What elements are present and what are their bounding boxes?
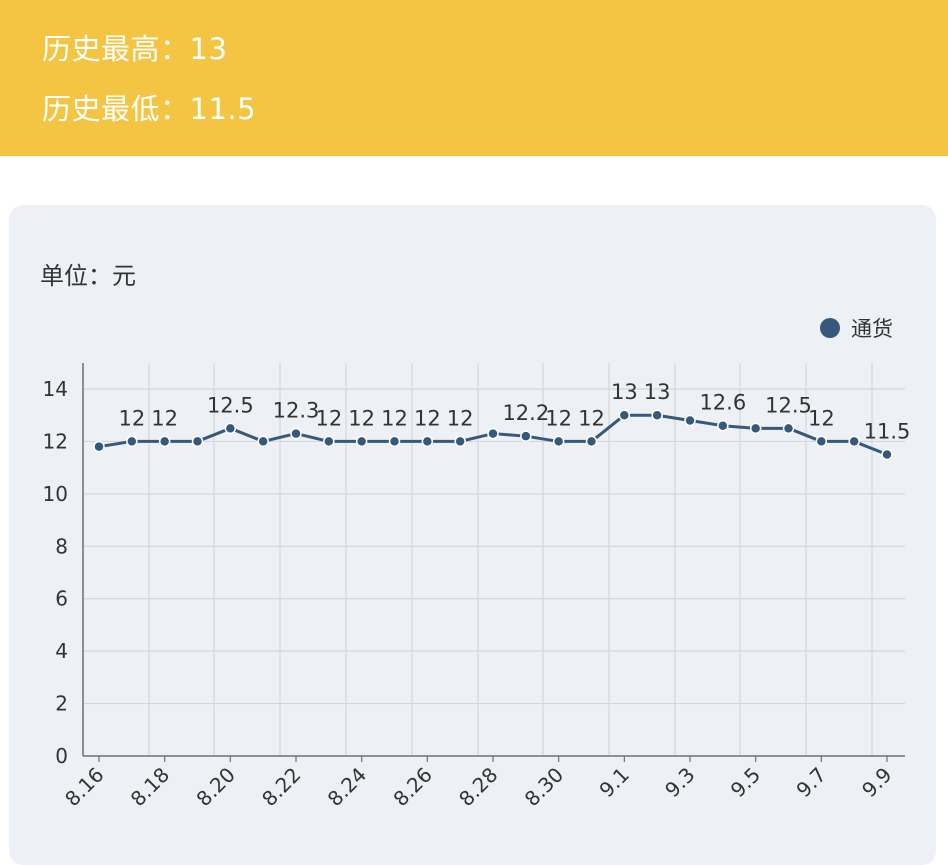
data-point	[388, 435, 401, 448]
historical-high-label: 历史最高：	[42, 32, 190, 66]
chart-card	[9, 205, 936, 865]
price-line-chart: 0 2 4 6 8 10 12 14 8.16 8.18 8.20 8.22 8.24 8.26 8.28 8…	[43, 317, 911, 811]
data-point	[717, 419, 729, 432]
data-point	[848, 435, 860, 448]
data-label: 12.2	[502, 401, 549, 425]
x-tick-label: 8.20	[191, 763, 239, 811]
data-point	[651, 409, 663, 421]
data-label: 12	[151, 406, 178, 430]
data-label: 12	[118, 406, 145, 430]
data-point	[323, 435, 335, 448]
y-tick-label: 10	[43, 482, 68, 506]
data-label: 12	[414, 406, 441, 430]
data-point	[487, 427, 499, 440]
x-tick-label: 9.1	[594, 763, 633, 802]
data-label: 12	[381, 406, 408, 430]
data-label: 12	[315, 406, 342, 430]
data-label: 13	[644, 380, 671, 404]
data-point	[552, 435, 565, 448]
y-tick-label: 4	[55, 639, 68, 663]
y-tick-label: 6	[55, 587, 68, 611]
historical-low-label: 历史最低：	[42, 92, 190, 126]
data-point	[815, 435, 828, 448]
historical-high-value: 13	[189, 32, 228, 66]
y-tick-label: 14	[43, 377, 68, 401]
x-tick-label: 9.7	[791, 763, 830, 802]
y-tick-label: 0	[55, 744, 68, 768]
data-label: 13	[611, 380, 638, 404]
data-point	[585, 435, 598, 448]
data-point	[684, 414, 696, 427]
x-tick-label: 9.3	[660, 763, 699, 802]
data-point	[355, 435, 368, 448]
data-point	[158, 435, 171, 448]
legend-label: 通货	[851, 317, 893, 341]
data-point	[749, 422, 762, 435]
data-point	[257, 435, 269, 448]
data-point	[520, 430, 532, 442]
data-point	[421, 435, 434, 448]
x-tick-label: 8.22	[257, 763, 305, 811]
data-label: 11.5	[864, 420, 911, 444]
x-tick-label: 9.9	[857, 763, 896, 802]
data-label: 12	[808, 406, 835, 430]
data-point	[93, 440, 105, 453]
historical-high: 历史最高：13	[42, 26, 227, 68]
data-point	[618, 409, 631, 421]
x-tick-label: 9.5	[726, 763, 765, 802]
x-tick-label: 8.18	[126, 763, 174, 811]
data-label: 12	[447, 406, 474, 430]
data-label: 12.3	[273, 399, 320, 423]
y-tick-label: 12	[43, 429, 68, 453]
x-tick-label: 8.24	[323, 763, 371, 811]
y-tick-label: 8	[55, 534, 68, 558]
data-label: 12	[578, 406, 605, 430]
legend-marker	[820, 318, 840, 338]
data-point	[454, 435, 466, 448]
x-tick-label: 8.16	[60, 763, 108, 811]
x-tick-label: 8.30	[520, 763, 568, 811]
summary-banner: 历史最高：13 历史最低：11.5	[0, 0, 948, 156]
unit-label: 单位：元	[40, 262, 136, 290]
data-point	[224, 422, 237, 435]
data-point	[290, 427, 302, 440]
data-point	[881, 448, 893, 461]
data-label: 12	[348, 406, 375, 430]
x-tick-label: 8.26	[388, 763, 436, 811]
data-point	[191, 435, 204, 448]
data-label: 12	[545, 406, 572, 430]
data-point	[126, 435, 138, 448]
historical-low: 历史最低：11.5	[42, 86, 256, 128]
data-label: 12.6	[699, 391, 746, 415]
data-label: 12.5	[765, 393, 812, 417]
y-tick-label: 2	[55, 692, 68, 716]
data-label: 12.5	[207, 393, 254, 417]
x-tick-label: 8.28	[454, 763, 502, 811]
historical-low-value: 11.5	[189, 92, 257, 126]
data-point	[782, 422, 795, 435]
